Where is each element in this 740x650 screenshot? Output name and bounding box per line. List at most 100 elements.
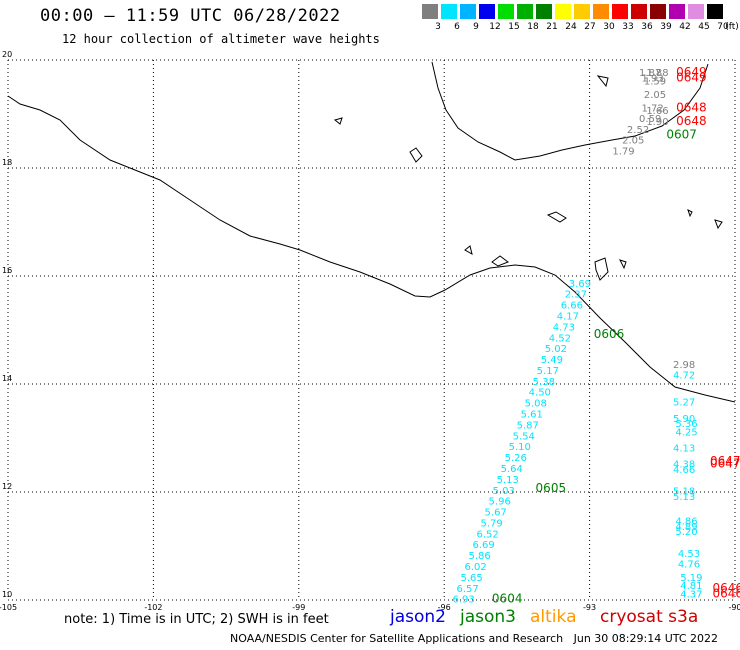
time-labels: 0604060506060607064906490648064806470647… [492, 65, 740, 606]
credit-line: NOAA/NESDIS Center for Satellite Applica… [230, 632, 719, 645]
swh-value-label: 2.98 [673, 360, 695, 371]
swh-value-label: 5.96 [489, 497, 511, 508]
satellite-legend-entry: jason3 [460, 607, 516, 627]
time-label: 0648 [676, 114, 707, 128]
time-label: 0647 [710, 457, 740, 471]
swh-value-label: 5.65 [460, 573, 482, 584]
color-scale-label: 24 [565, 22, 577, 32]
satellite-legend-entry: altika [530, 607, 577, 627]
swh-value-label: 6.57 [456, 584, 478, 595]
swh-value-label: 4.13 [673, 444, 695, 455]
coastline [7, 95, 736, 403]
longitude-label: -102 [144, 603, 162, 612]
color-scale-label: 30 [603, 22, 615, 32]
swh-value-label: 1.93 [641, 74, 663, 85]
color-scale-label: 27 [584, 22, 596, 32]
swh-value-label: 5.10 [509, 442, 531, 453]
longitude-label: -93 [583, 603, 596, 612]
latitude-label: 18 [2, 158, 12, 167]
swh-value-label: 4.37 [680, 589, 702, 600]
swh-value-label: 5.49 [541, 355, 563, 366]
time-label: 0604 [492, 592, 523, 606]
time-label: 0647 [710, 454, 740, 468]
legend-note: note: 1) Time is in UTC; 2) SWH is in fe… [64, 612, 329, 627]
swh-value-label: 5.27 [673, 398, 695, 409]
satellite-track: 6.936.575.656.025.866.696.525.795.675.96… [452, 279, 591, 606]
map-subtitle: 12 hour collection of altimeter wave hei… [62, 32, 380, 46]
color-swatch [555, 4, 571, 19]
swh-value-label: 1.88 [646, 68, 668, 79]
swh-value-label: 4.76 [678, 560, 700, 571]
swh-value-label: 5.90 [673, 414, 695, 425]
coastline-yucatan [431, 61, 709, 161]
color-swatch [612, 4, 628, 19]
swh-value-label: 4.52 [549, 333, 571, 344]
swh-value-label: 5.13 [497, 475, 519, 486]
swh-value-label: 6.02 [464, 562, 486, 573]
swh-value-label: 5.20 [675, 527, 697, 538]
swh-value-label: 4.72 [673, 371, 695, 382]
color-scale-label: 45 [698, 22, 710, 32]
swh-value-label: 5.61 [521, 410, 543, 421]
swh-value-label: 4.17 [557, 311, 579, 322]
swh-value-label: 5.67 [485, 508, 507, 519]
swh-value-label: 4.38 [673, 460, 695, 471]
color-scale-label: 9 [473, 22, 479, 32]
color-scale-label: 33 [622, 22, 634, 32]
latitude-label: 20 [2, 50, 12, 59]
latitude-label: 16 [2, 266, 12, 275]
time-label: 0606 [594, 327, 625, 341]
color-scale-label: 12 [489, 22, 501, 32]
color-scale-label: 36 [641, 22, 653, 32]
color-scale-unit: (ft) [725, 22, 739, 32]
swh-value-label: 5.13 [673, 492, 695, 503]
swh-value-label: 5.87 [517, 420, 539, 431]
swh-value-label: 4.25 [675, 427, 697, 438]
swh-value-label: 2.05 [644, 90, 666, 101]
swh-value-label: 5.02 [545, 344, 567, 355]
swh-value-label: 1.72 [641, 103, 663, 114]
color-scale-label: 6 [454, 22, 460, 32]
map-title: 00:00 – 11:59 UTC 06/28/2022 [40, 6, 341, 26]
swh-value-label: 4.89 [675, 522, 697, 533]
swh-value-label: 6.93 [452, 595, 474, 606]
swh-value-label: 6.69 [473, 540, 495, 551]
color-swatch [517, 4, 533, 19]
color-swatch [460, 4, 476, 19]
time-label: 0649 [676, 71, 707, 85]
swh-value-label: 1.87 [639, 68, 661, 79]
color-swatch [631, 4, 647, 19]
swh-value-label: 4.86 [675, 516, 697, 527]
time-label: 0646 [712, 586, 740, 600]
swh-value-label: 4.50 [529, 388, 551, 399]
color-scale-label: 21 [546, 22, 558, 32]
latitude-label: 14 [2, 374, 12, 383]
swh-value-label: 6.66 [561, 301, 583, 312]
time-label: 0607 [666, 127, 697, 141]
swh-value-label: 5.36 [675, 419, 697, 430]
swh-value-label: 5.03 [493, 486, 515, 497]
color-swatch [688, 4, 704, 19]
color-swatch [669, 4, 685, 19]
color-scale-label: 15 [508, 22, 520, 32]
swh-value-label: 5.79 [481, 518, 503, 529]
swh-value-label: 5.64 [501, 464, 523, 475]
swh-value-label: 4.81 [680, 581, 702, 592]
color-swatch [422, 4, 438, 19]
swh-point-labels: 1.881.871.931.59 2.05 1.721.660.591.902.52… [612, 68, 702, 600]
swh-value-label: 5.54 [513, 431, 535, 442]
swh-value-label: 1.90 [646, 117, 668, 128]
swh-value-label: 5.38 [533, 377, 555, 388]
time-label: 0605 [536, 481, 567, 495]
time-label: 0646 [712, 581, 740, 595]
color-scale-label: 3 [435, 22, 441, 32]
time-label: 0648 [676, 100, 707, 114]
swh-value-label: 1.79 [612, 147, 634, 158]
swh-value-label: 1.66 [646, 106, 668, 117]
swh-value-label: 4.53 [678, 549, 700, 560]
axis-labels: 20 18 16 14 12 10 -105 -102 -99 -96 -93 -90 [0, 50, 740, 612]
islands [333, 75, 723, 281]
latitude-label: 12 [2, 482, 12, 491]
swh-value-label: 5.08 [525, 399, 547, 410]
